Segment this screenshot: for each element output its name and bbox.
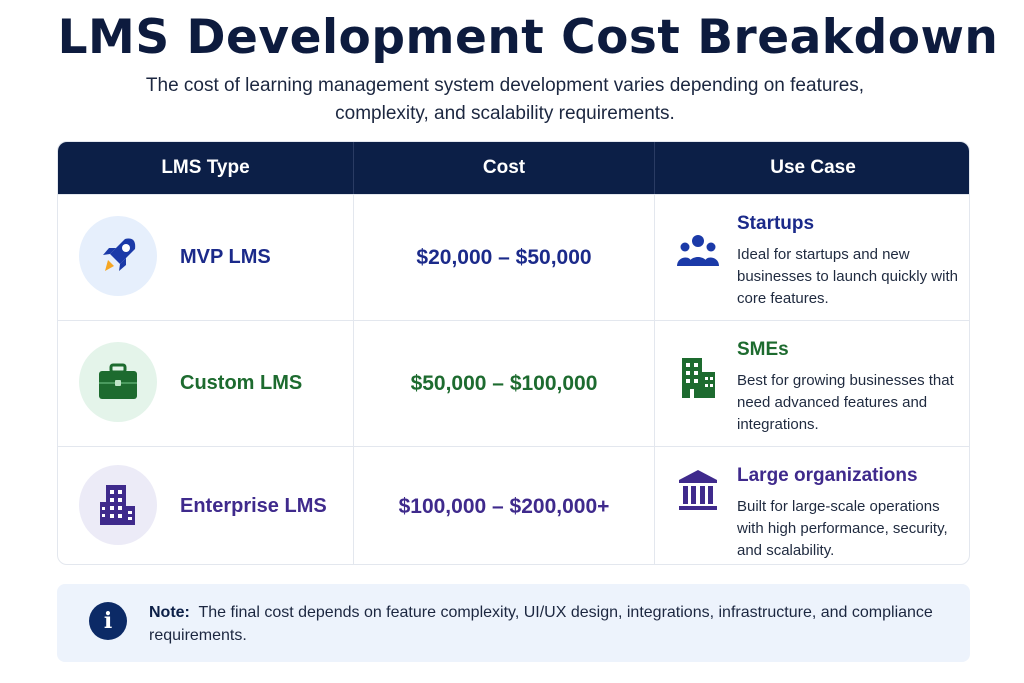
column-header-lms-type: LMS Type [58,142,354,194]
skyscraper-icon [79,465,157,545]
page-title: LMS Development Cost Breakdown [57,10,999,65]
office-building-icon [675,355,721,401]
table-row: Enterprise LMS $100,000 – $200,000+ Larg… [58,446,969,564]
people-icon [675,229,721,275]
cost-value: $20,000 – $50,000 [416,245,592,269]
rocket-icon [79,216,157,296]
table-row: MVP LMS $20,000 – $50,000 Startups Ideal… [58,194,969,320]
use-case-description: Ideal for startups and new businesses to… [737,246,958,307]
page-subtitle: The cost of learning management system d… [145,75,865,124]
note-text: The final cost depends on feature comple… [149,604,933,644]
note-label: Note: [149,604,190,621]
use-case-title: SMEs [737,339,789,360]
lms-type-label: Enterprise LMS [180,495,327,517]
table-row: Custom LMS $50,000 – $100,000 [58,320,969,446]
cost-value: $100,000 – $200,000+ [398,494,610,518]
use-case-title: Large organizations [737,465,918,486]
lms-type-label: MVP LMS [180,246,271,268]
column-header-cost: Cost [354,142,655,194]
lms-type-label: Custom LMS [180,372,303,394]
table-header: LMS Type Cost Use Case [58,142,969,194]
column-header-use-case: Use Case [770,157,856,178]
cost-value: $50,000 – $100,000 [410,371,598,395]
info-icon: i [89,602,127,640]
use-case-title: Startups [737,213,815,234]
use-case-description: Built for large-scale operations with hi… [737,498,948,559]
briefcase-icon [79,342,157,422]
institution-icon [675,467,721,513]
use-case-description: Best for growing businesses that need ad… [737,372,954,433]
note-box: i Note: The final cost depends on featur… [57,584,970,662]
cost-table: LMS Type Cost Use Case MVP LMS $20,000 –… [57,141,970,565]
